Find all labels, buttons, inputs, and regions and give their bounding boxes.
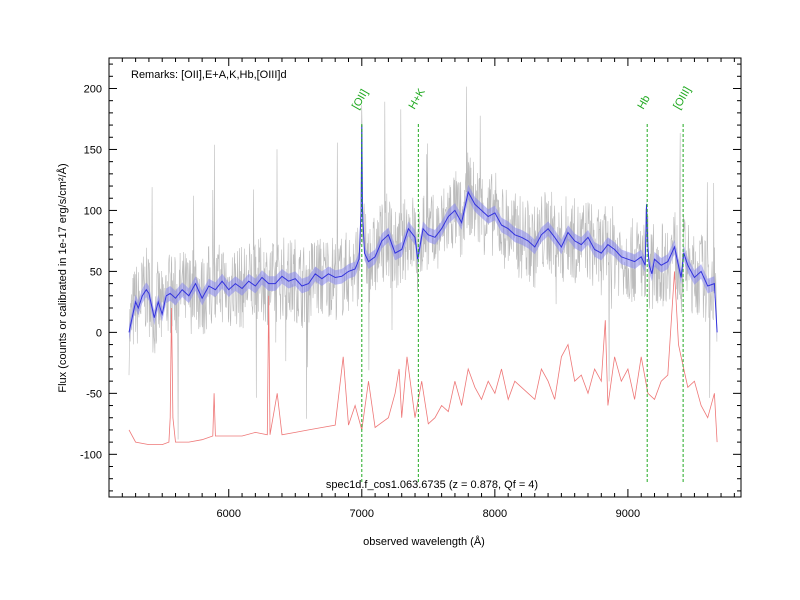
- x-tick-label: 9000: [616, 508, 640, 520]
- x-axis-title: observed wavelength (Å): [363, 535, 485, 548]
- y-tick-label: 150: [84, 144, 102, 156]
- plot-frame: [108, 57, 742, 498]
- x-tick-label: 7000: [350, 508, 374, 520]
- sky-spectrum-layer: [128, 271, 718, 445]
- x-tick-label: 6000: [217, 508, 241, 520]
- line-label-0: [OII]: [350, 88, 371, 112]
- y-tick-label: 100: [84, 205, 102, 217]
- y-tick-label: 0: [96, 327, 102, 339]
- line-label-3: [OIII]: [671, 85, 693, 112]
- y-tick-label: 50: [90, 266, 102, 278]
- smoothed-flux-line: [128, 125, 718, 333]
- smoothed-flux-layer: [128, 125, 718, 333]
- y-tick-label: 200: [84, 83, 102, 95]
- y-tick-label: -50: [86, 388, 102, 400]
- spectrum-id-text: spec1d.f_cos1.063.6735 (z = 0.878, Qf = …: [326, 479, 538, 491]
- axes: 6000 7000 8000 9000 -100 -50 0 50 100 150 200: [80, 57, 742, 520]
- y-tick-label: -100: [80, 449, 102, 461]
- x-tick-label: 8000: [483, 508, 507, 520]
- line-label-1: H+K: [407, 86, 429, 111]
- remarks-text: Remarks: [OII],E+A,K,Hb,[OIII]d: [131, 69, 287, 81]
- y-axis-title: Flux (counts or calibrated in 1e-17 erg/…: [56, 163, 69, 392]
- sky-spectrum-line: [128, 271, 718, 445]
- line-label-2: Hb: [635, 93, 652, 111]
